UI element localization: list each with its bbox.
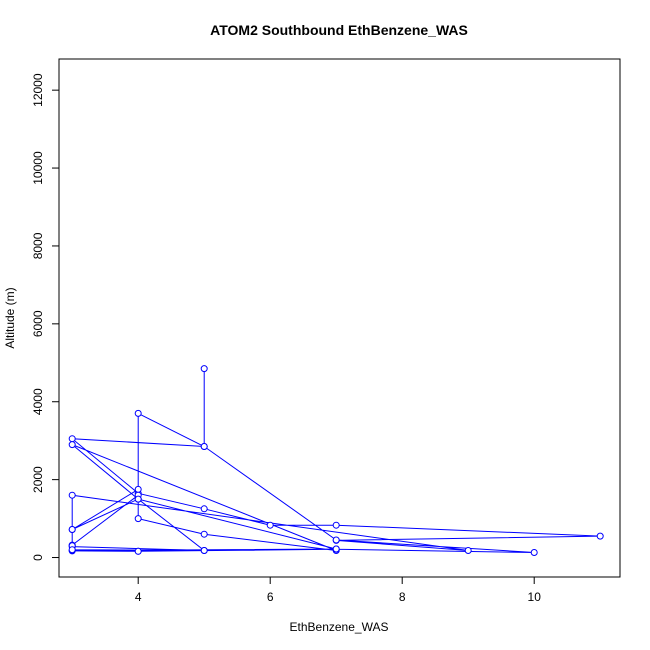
data-point (200, 365, 208, 373)
data-point (134, 515, 142, 523)
y-tick-label: 12000 (31, 73, 45, 107)
data-point (134, 409, 142, 417)
data-point (200, 505, 208, 513)
data-point (332, 521, 340, 529)
data-point (200, 530, 208, 538)
y-tick-label: 0 (31, 554, 45, 561)
x-tick-label: 10 (528, 590, 542, 604)
chart-title: ATOM2 Southbound EthBenzene_WAS (210, 22, 468, 38)
y-tick-label: 8000 (31, 232, 45, 259)
x-tick-label: 8 (399, 590, 406, 604)
y-tick-label: 4000 (31, 388, 45, 415)
data-point (530, 549, 538, 556)
y-tick-label: 2000 (31, 466, 45, 493)
plot-frame (58, 58, 621, 578)
data-point (200, 443, 208, 450)
y-tick-label: 10000 (31, 151, 45, 185)
data-point (200, 547, 208, 554)
data-point (332, 545, 340, 553)
data-point (134, 547, 142, 555)
x-axis-label: EthBenzene_WAS (290, 620, 389, 634)
data-point (464, 547, 472, 554)
data-point (68, 526, 76, 533)
y-tick-label: 6000 (31, 310, 45, 337)
data-point (596, 532, 604, 540)
x-axis: 4 6 8 10 (135, 576, 542, 604)
data-point (332, 536, 340, 544)
data-points (68, 365, 604, 556)
data-point (266, 521, 274, 529)
x-tick-label: 4 (135, 590, 142, 604)
data-point (134, 495, 142, 503)
y-axis-label: Altitude (m) (3, 287, 17, 348)
data-point (68, 441, 76, 449)
data-point (68, 435, 76, 443)
data-point (134, 485, 142, 493)
y-axis: 0 2000 4000 6000 8000 10000 12000 (31, 73, 60, 561)
x-tick-label: 6 (267, 590, 274, 604)
data-point (68, 546, 76, 554)
data-point (68, 491, 76, 499)
